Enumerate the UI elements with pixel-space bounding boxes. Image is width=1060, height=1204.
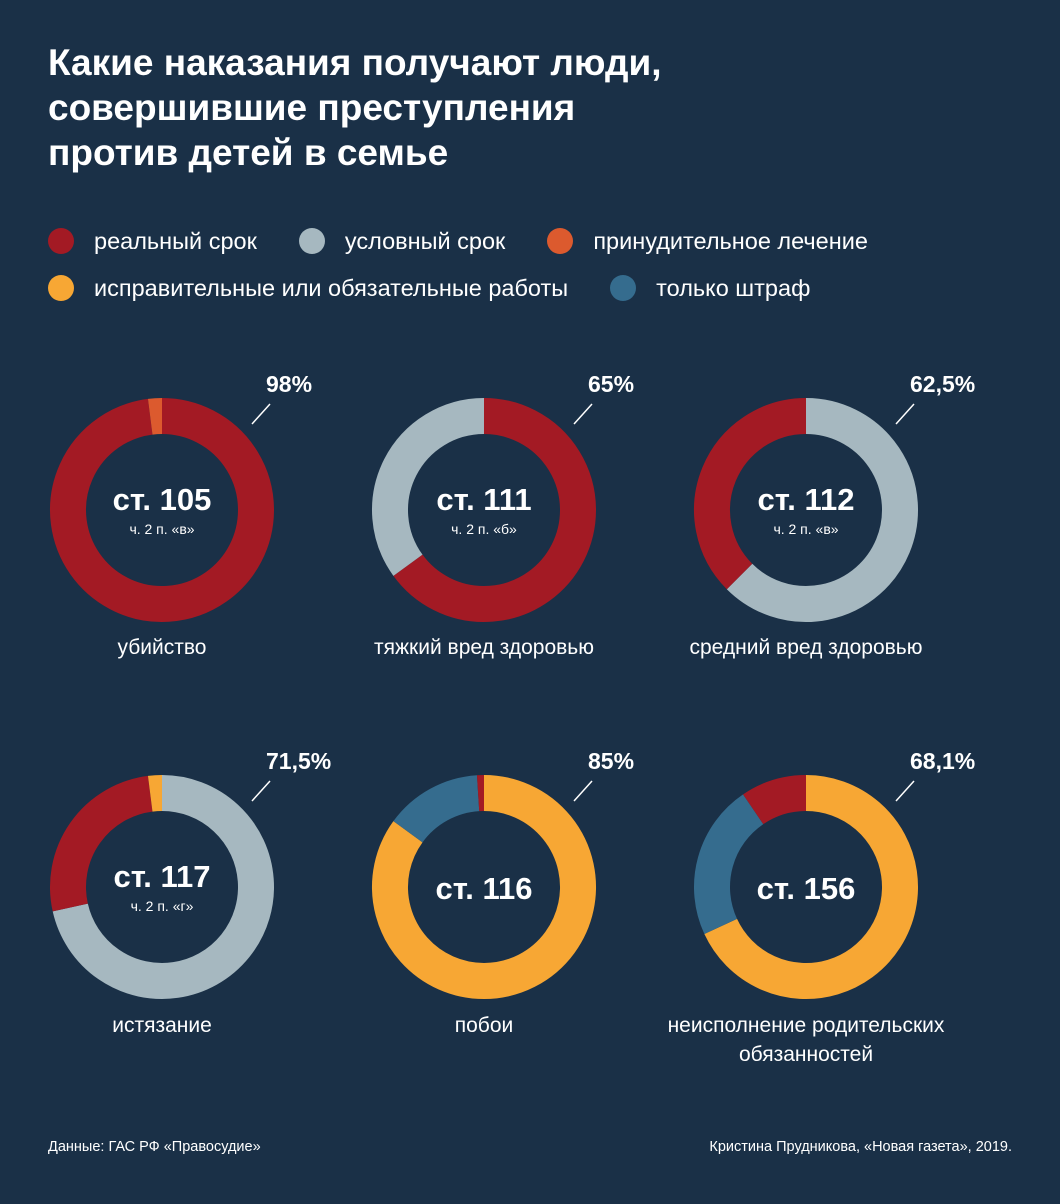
legend-item-compulsory-treatment: принудительное лечение: [547, 228, 868, 255]
donut-slice: [393, 775, 480, 843]
donut-slice: [147, 775, 163, 812]
donut-slice: [50, 775, 154, 912]
donut-slice: [52, 775, 274, 999]
article-number: ст. 105: [113, 482, 212, 517]
legend-label: исправительные или обязательные работы: [94, 274, 569, 301]
chart-title: Какие наказания получают люди, совершивш…: [48, 40, 948, 175]
article-number: ст. 156: [757, 871, 856, 906]
legend-swatch: [298, 228, 325, 254]
legend-swatch: [610, 275, 637, 301]
donut-slice: [726, 398, 918, 622]
donut-slice: [372, 398, 485, 576]
legend: реальный срок условный срок принудительн…: [48, 224, 1038, 318]
category-label: убийство: [118, 636, 207, 659]
author-credit: Кристина Прудникова, «Новая газета», 201…: [709, 1139, 1012, 1155]
title-line-1: Какие наказания получают люди,: [48, 42, 662, 83]
legend-row-1: реальный срок условный срок принудительн…: [48, 224, 1038, 258]
title-line-3: против детей в семье: [48, 132, 449, 173]
donut-slice: [393, 398, 596, 622]
legend-item-correctional-work: исправительные или обязательные работы: [48, 275, 568, 302]
legend-swatch: [547, 228, 574, 254]
callout-percent: 98%: [266, 371, 312, 397]
callout-percent: 65%: [588, 371, 634, 397]
callout-line: [251, 780, 271, 802]
category-label: неисполнение родительских: [668, 1014, 945, 1037]
legend-item-fine-only: только штраф: [610, 275, 810, 302]
article-number: ст. 111: [436, 482, 531, 517]
callout-percent: 71,5%: [266, 748, 331, 774]
article-number: ст. 112: [758, 482, 855, 517]
donut-slice: [743, 775, 807, 825]
category-label: средний вред здоровью: [690, 636, 923, 659]
article-part: ч. 2 п. «в»: [773, 521, 838, 537]
callout-percent: 62,5%: [910, 371, 975, 397]
article-number: ст. 116: [436, 871, 533, 906]
callout-line: [573, 403, 593, 425]
article-number: ст. 117: [114, 859, 211, 894]
callout-line: [251, 403, 271, 425]
category-label: побои: [455, 1014, 514, 1037]
donut-slice: [694, 398, 807, 590]
legend-label: условный срок: [344, 227, 506, 254]
legend-row-2: исправительные или обязательные работы т…: [48, 271, 1038, 305]
legend-item-suspended-term: условный срок: [298, 227, 506, 255]
callout-line: [573, 780, 593, 802]
donut-slice: [147, 398, 163, 435]
source-note: Данные: ГАС РФ «Правосудие»: [48, 1139, 261, 1155]
article-part: ч. 2 п. «г»: [131, 898, 194, 914]
title-line-2: совершившие преступления: [48, 87, 576, 128]
legend-label: только штраф: [656, 274, 811, 301]
donut-slice: [704, 775, 918, 999]
legend-label: реальный срок: [94, 227, 257, 254]
article-part: ч. 2 п. «в»: [129, 521, 194, 537]
callout-percent: 68,1%: [910, 748, 975, 774]
donut-slice: [50, 398, 274, 622]
donut-slice: [694, 794, 764, 935]
legend-item-real-term: реальный срок: [48, 228, 257, 255]
legend-label: принудительное лечение: [593, 227, 868, 254]
legend-swatch: [48, 275, 74, 301]
callout-percent: 85%: [588, 748, 634, 774]
legend-swatch: [48, 228, 74, 254]
callout-line: [895, 780, 915, 802]
donut-slice: [372, 775, 596, 999]
article-part: ч. 2 п. «б»: [451, 521, 517, 537]
category-label: обязанностей: [739, 1043, 873, 1066]
callout-line: [895, 403, 915, 425]
category-label: тяжкий вред здоровью: [374, 636, 594, 659]
category-label: истязание: [112, 1014, 212, 1037]
